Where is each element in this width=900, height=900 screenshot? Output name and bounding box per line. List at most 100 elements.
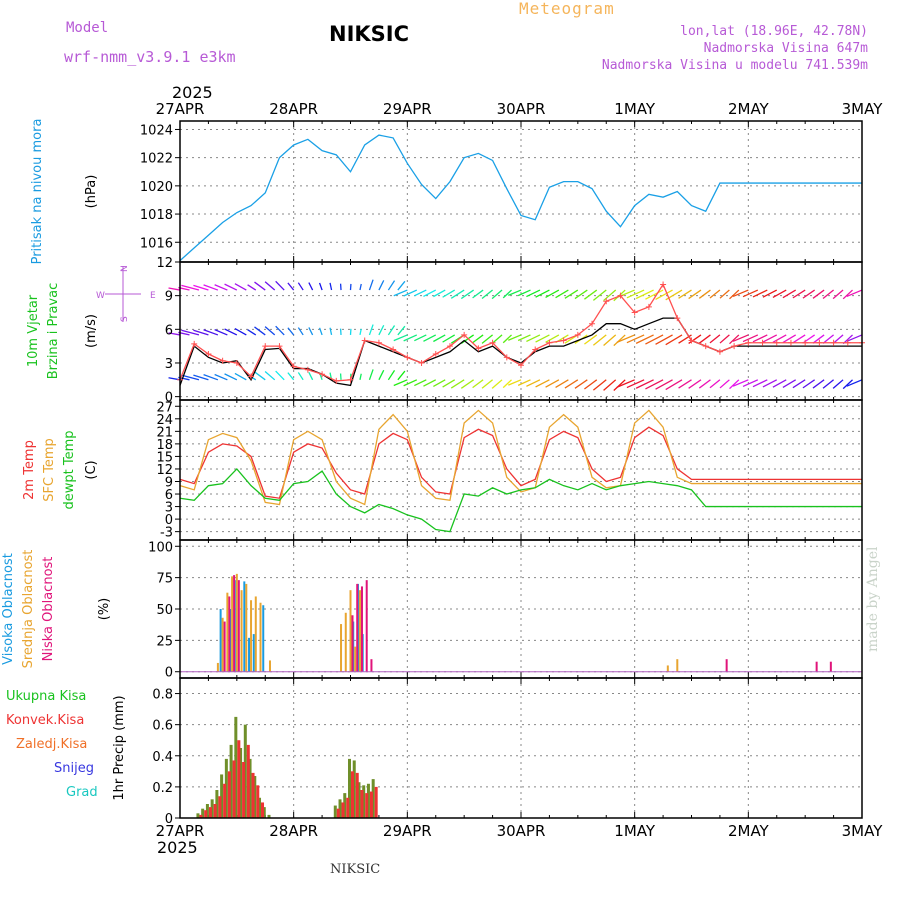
wind-barb <box>433 334 446 343</box>
y-tick-label: 25 <box>156 634 173 649</box>
wind-barb <box>688 334 702 344</box>
x-tick-label-top: 2MAY <box>728 100 770 118</box>
wind-barb <box>224 283 238 291</box>
bar-precip <box>338 799 342 818</box>
axis-label-series: Pritisak na nivou mora <box>30 119 45 265</box>
wind-barb <box>181 284 200 291</box>
gust-point <box>674 315 681 322</box>
wind-barb <box>535 289 550 298</box>
gust-point <box>347 376 354 383</box>
wind-barb <box>688 289 702 300</box>
bar-precip <box>366 783 370 818</box>
wind-barb <box>508 289 522 296</box>
wind-barb <box>508 379 522 386</box>
bar-precip <box>224 758 228 818</box>
wind-barb <box>214 284 228 291</box>
bar-precip <box>215 790 219 818</box>
wind-barb <box>403 289 418 297</box>
wind-barb <box>812 379 825 389</box>
gust-point <box>432 351 439 357</box>
wind-barb <box>460 289 475 300</box>
wind-barb <box>308 282 314 291</box>
gust-point <box>489 339 496 346</box>
y-tick-label: 9 <box>165 290 173 305</box>
y-tick-label: 100 <box>148 540 173 555</box>
wind-barb <box>359 328 362 336</box>
wind-barb <box>517 379 531 386</box>
gust-point <box>262 343 269 350</box>
bar-precip <box>201 808 205 818</box>
wind-barb <box>564 289 579 299</box>
wind-barb <box>678 289 692 299</box>
wind-barb <box>626 379 645 389</box>
axis-label-series: Visoka Oblacnost <box>1 553 16 665</box>
x-tick-label-bottom: 30APR <box>497 822 546 840</box>
wind-barb <box>181 329 200 336</box>
wind-barb <box>193 374 209 381</box>
wind-barb <box>772 379 787 388</box>
y-tick-label: 0.2 <box>152 781 173 796</box>
y-tick-label: 75 <box>156 572 173 587</box>
wind-barb <box>403 334 418 342</box>
y-tick-label: 24 <box>156 413 173 428</box>
wind-barb <box>318 282 323 291</box>
gust-point <box>716 348 723 355</box>
wind-barb <box>592 334 607 346</box>
bar-precip <box>223 783 227 818</box>
wind-barb <box>719 289 730 299</box>
wind-barb <box>545 334 560 343</box>
wind-barb <box>297 372 304 381</box>
bar-precip <box>229 744 233 818</box>
bar-cloud <box>365 580 368 672</box>
compass-south: S <box>120 316 130 322</box>
wind-barb <box>450 379 465 389</box>
bar-precip <box>218 796 222 818</box>
panel-frame <box>179 120 863 263</box>
wind-barb <box>433 379 446 387</box>
y-tick-label: 0 <box>165 513 173 528</box>
wind-barb <box>762 289 778 298</box>
unit-label: (%) <box>97 598 112 621</box>
wind-barb <box>802 379 816 389</box>
wind-barb <box>603 289 617 302</box>
precip-legend-item: Zaledj.Kisa <box>16 737 87 752</box>
panel-temperature <box>175 399 863 541</box>
wind-barb <box>359 283 362 291</box>
bar-precip <box>204 810 208 818</box>
wind-barb <box>742 379 759 388</box>
wind-barb <box>308 327 314 336</box>
wind-barb <box>423 379 437 387</box>
gust-point <box>645 303 652 310</box>
wind-barb <box>275 370 285 381</box>
wind-barb <box>254 326 266 336</box>
wind-barb <box>517 334 531 342</box>
wind-barb <box>635 334 654 344</box>
y-tick-label: 6 <box>165 488 173 503</box>
wind-barb <box>308 371 314 381</box>
y-tick-label: 9 <box>165 475 173 490</box>
wind-barb <box>616 379 635 388</box>
gust-point <box>574 331 581 338</box>
gust-point <box>333 377 340 384</box>
x-tick-label-bottom: 3MAY <box>842 822 884 840</box>
wind-barb <box>709 289 721 299</box>
wind-barb <box>752 379 768 388</box>
wind-barb <box>393 289 408 297</box>
bar-precip <box>256 785 260 818</box>
wind-barb <box>450 289 465 299</box>
bar-precip <box>258 797 262 818</box>
bar-precip <box>355 772 359 818</box>
panel-frame <box>179 261 863 401</box>
bar-precip <box>227 771 231 818</box>
x-tick-label-top: 3MAY <box>842 100 884 118</box>
wind-barb <box>729 379 740 390</box>
wind-barb <box>603 334 617 346</box>
y-tick-label: 18 <box>156 438 173 453</box>
wind-barb <box>491 334 503 345</box>
bar-precip <box>246 744 250 818</box>
gust-point <box>390 346 397 353</box>
wind-barb <box>329 327 333 336</box>
bar-precip <box>343 793 347 818</box>
bar-precip <box>239 748 243 818</box>
